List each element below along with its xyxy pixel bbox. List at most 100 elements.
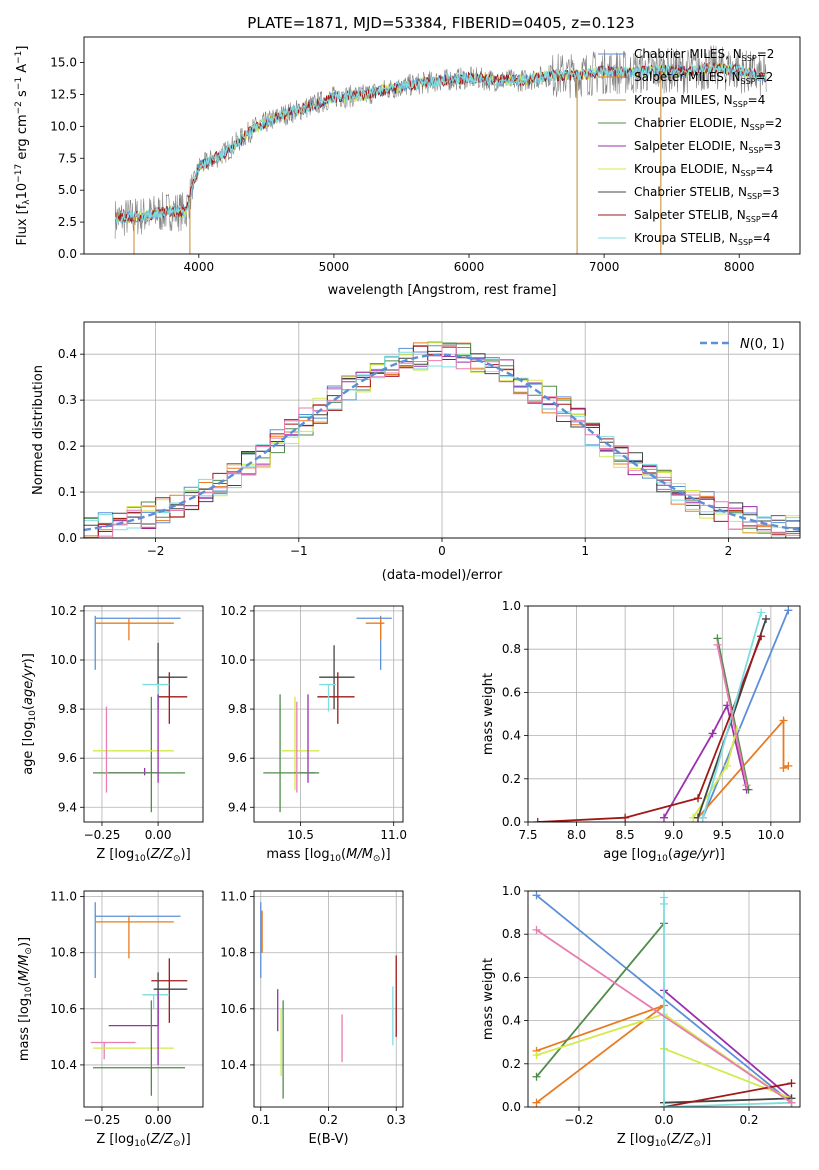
x-tick-label: 8.0 (567, 828, 586, 842)
x-axis-label-part: Z/Z (670, 1132, 694, 1147)
x-tick-label: 7000 (589, 260, 620, 274)
y-axis-label-part: mass [log (17, 998, 32, 1061)
series-line (663, 1047, 792, 1100)
plus-marker (532, 1051, 541, 1060)
y-axis-label-part: λ (22, 199, 32, 205)
x-tick-label: 10.5 (287, 828, 314, 842)
y-tick-label: 9.6 (228, 751, 247, 765)
legend-entry: Salpeter STELIB, NSSP=4 (634, 208, 778, 224)
y-tick-label: 0.1 (58, 485, 77, 499)
legend-subscript: SSP (742, 54, 757, 63)
x-tick-label: 0.2 (319, 1113, 338, 1127)
axes-frame (83, 36, 801, 255)
legend-entry: N(0, 1) (740, 337, 785, 352)
x-tick-label: 0.0 (654, 1113, 673, 1127)
age-vs-mass-panel: 10.5 11.0 9.4 9.6 9.8 10.0 10.2 mass [log10(M/M… (220, 604, 407, 864)
legend-subscript: SSP (733, 100, 748, 109)
y-tick-label: 5.0 (58, 183, 77, 197)
x-tick-label: −0.25 (84, 828, 121, 842)
x-axis-label: mass [log10(M/M⊙)] (266, 847, 390, 864)
x-tick-label: 0.00 (145, 1113, 172, 1127)
legend-text: Chabrier MILES, N (634, 47, 742, 61)
plot-area (532, 891, 796, 1107)
x-tick-label: 0.3 (387, 1113, 406, 1127)
plus-marker (532, 1072, 541, 1081)
plus-marker (660, 813, 668, 822)
y-tick-label: 9.6 (58, 751, 77, 765)
x-axis-label-part: Z/Z (150, 1132, 174, 1147)
x-axis-label: wavelength [Angstrom, rest frame] (328, 283, 557, 298)
legend-subscript: SSP (750, 123, 765, 132)
x-axis-label-part: 10 (330, 854, 342, 864)
y-axis-label-part: s (15, 90, 30, 101)
x-axis-label-part: Z [log (96, 1132, 134, 1147)
y-tick-label: 0.6 (502, 685, 521, 699)
legend-entry: Salpeter ELODIE, NSSP=3 (634, 139, 781, 155)
y-tick-label: 0.4 (502, 729, 521, 743)
plot-area (92, 615, 188, 813)
y-tick-label: 10.4 (50, 1058, 77, 1072)
y-tick-label: 10.8 (50, 946, 77, 960)
x-tick-label: 10.0 (757, 828, 784, 842)
y-axis-label-part: age/yr (21, 662, 36, 705)
x-axis-label-part: )] (380, 847, 390, 862)
x-axis-label-part: ⊙ (173, 1139, 181, 1149)
y-tick-label: 9.8 (58, 702, 77, 716)
y-axis-label-part: ( (21, 705, 36, 710)
y-tick-label: 9.4 (58, 800, 77, 814)
x-axis-label-part: age [log (603, 847, 656, 862)
x-tick-label: 0.1 (251, 1113, 270, 1127)
y-axis-label-part: −2 (14, 101, 24, 114)
massweight-vs-metallicity-panel: −0.2 0.0 0.2 0.0 0.2 0.4 0.6 0.8 1.0 mass weight Z… (481, 884, 801, 1149)
legend-tail: =4 (761, 208, 779, 222)
series-line (663, 702, 748, 819)
residual-histogram-panel: −2 −1 0 1 2 0.0 0.1 0.2 0.3 0.4 N(0, 1) (data-model… (31, 321, 801, 583)
series-line (697, 718, 789, 819)
legend-entry: Kroupa MILES, NSSP=4 (634, 93, 765, 109)
y-axis-label-part: mass weight (481, 673, 496, 755)
y-axis-label-part: age [log (21, 722, 36, 775)
legend-text: Salpeter ELODIE, N (634, 139, 748, 153)
y-axis-label-part: Flux [f (15, 204, 30, 245)
model-spectrum-kroupa_stelib (115, 62, 767, 224)
plot-area (533, 606, 793, 822)
series-line (663, 1097, 792, 1104)
x-tick-label: 11.0 (380, 828, 407, 842)
y-tick-label: 7.5 (58, 151, 77, 165)
x-tick-label: 0 (438, 544, 446, 558)
y-axis-label-part: −17 (14, 164, 24, 183)
y-axis-label: mass weight (481, 958, 496, 1040)
legend-text: N (740, 337, 750, 352)
x-tick-label: 0.2 (739, 1113, 758, 1127)
legend-tail: =2 (765, 116, 783, 130)
x-axis-label-part: 10 (656, 854, 668, 864)
axes-frame (83, 605, 204, 823)
x-tick-label: 1 (581, 544, 589, 558)
x-axis-label-part: age/yr (673, 847, 716, 862)
plus-marker (787, 1079, 796, 1088)
series-line (663, 1082, 792, 1107)
legend-entry: Kroupa ELODIE, NSSP=4 (634, 162, 773, 178)
plus-marker (784, 606, 793, 615)
legend-tail: =4 (748, 93, 766, 107)
y-tick-label: 0.4 (502, 1014, 521, 1028)
plot-area (90, 902, 188, 1096)
y-axis-label-part: ⊙ (24, 947, 34, 955)
legend-text: Kroupa ELODIE, N (634, 162, 741, 176)
x-axis-label-part: )] (181, 1132, 191, 1147)
axes-frame (253, 605, 404, 823)
legend-subscript: SSP (738, 238, 753, 247)
y-tick-label: 12.5 (50, 87, 77, 101)
plus-marker (723, 761, 732, 770)
x-axis-label: Z [log10(Z/Z⊙)] (96, 1132, 190, 1149)
x-tick-label: 9.0 (664, 828, 683, 842)
legend-text: Salpeter STELIB, N (634, 208, 746, 222)
y-tick-label: 2.5 (58, 215, 77, 229)
y-axis-label: Normed distribution (31, 365, 46, 495)
series-line (716, 644, 748, 786)
legend-subscript: SSP (747, 192, 762, 201)
y-axis-label-part: ] (15, 46, 30, 51)
plus-marker (757, 632, 766, 641)
